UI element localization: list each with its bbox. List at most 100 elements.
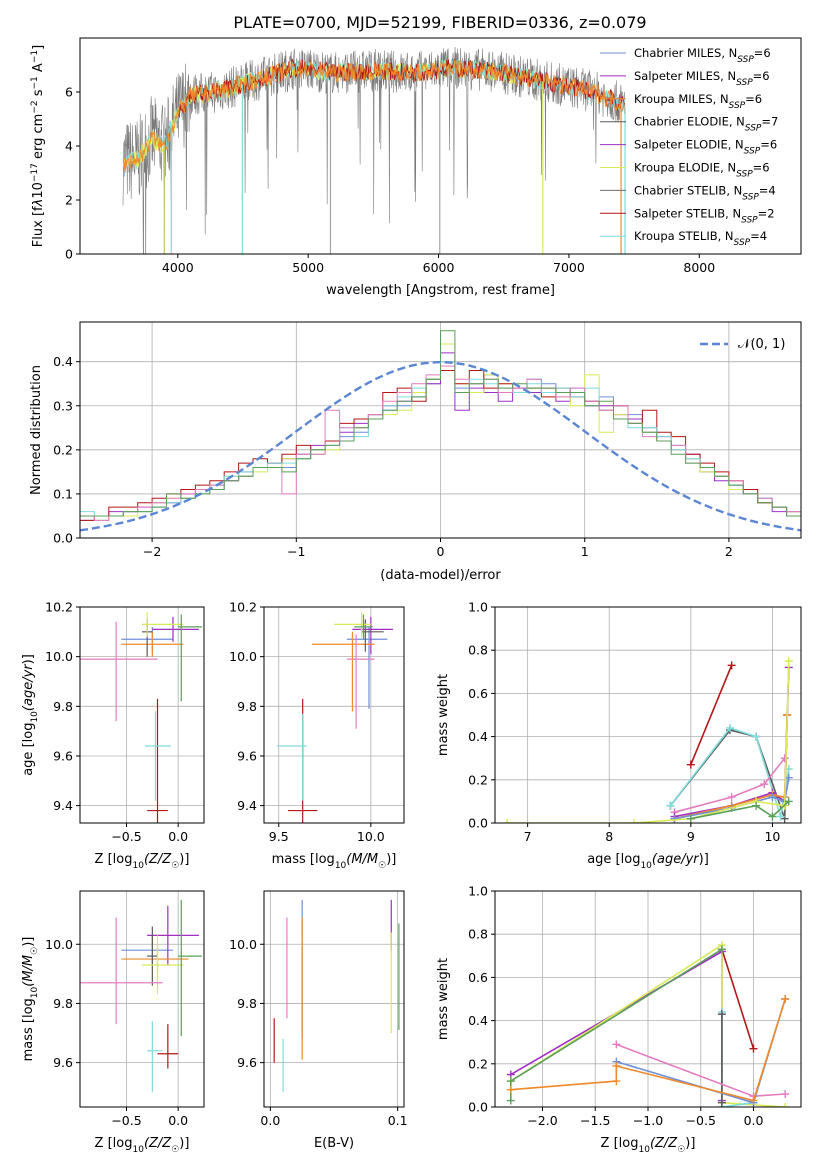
legend-label: Kroupa ELODIE, N <box>634 161 736 175</box>
y-tick-label: 0.4 <box>468 1013 488 1028</box>
x-axis-label-part: (M/M <box>346 852 378 867</box>
y-axis-label: Normed distribution <box>29 365 44 495</box>
legend-label: Chabrier MILES, N <box>634 46 737 60</box>
y-axis-label-part: ☉ <box>30 947 40 955</box>
x-axis-label: E(B-V) <box>314 1136 354 1151</box>
legend-subscript: SSP <box>745 124 762 134</box>
weight-marker <box>612 1061 621 1070</box>
y-axis-label: mass weight <box>436 674 451 756</box>
axes-frame <box>79 890 205 1108</box>
y-tick-label: 0.6 <box>468 686 488 701</box>
weight-marker <box>506 1096 515 1105</box>
x-axis-label-part: Z [ <box>601 1136 619 1151</box>
x-tick-label: 4000 <box>162 260 194 275</box>
y-tick-label: 0.4 <box>53 354 73 369</box>
y-tick-label: 9.6 <box>237 748 257 763</box>
x-tick-label: 0.0 <box>744 1113 764 1128</box>
weight-marker <box>781 995 790 1003</box>
x-axis-label-part: 10 <box>640 861 652 871</box>
legend-entry: Chabrier ELODIE, NSSP=7 <box>634 115 778 134</box>
chart-panels: 4000 5000 6000 7000 8000 0 2 4 6 wavelength [Angs… <box>21 37 802 1155</box>
plot-area <box>503 657 793 823</box>
chart-age-vs-Z: −0.5 0.09.49.69.810.010.2Z [log10(Z/Z☉)]a… <box>21 600 205 871</box>
legend-label: Chabrier ELODIE, N <box>634 115 745 129</box>
y-tick-label: 10.0 <box>229 649 257 664</box>
x-axis-label-part: Z [ <box>95 852 113 867</box>
axes-frame <box>79 321 802 539</box>
y-axis-label: mass [log10(M/M☉)] <box>21 937 40 1062</box>
error-bar-point <box>80 917 163 1025</box>
weight-marker <box>717 945 726 954</box>
weight-marker <box>784 657 793 665</box>
x-axis-label-part: log <box>619 1136 639 1151</box>
y-axis-label-part: log <box>21 998 36 1018</box>
x-axis-label-part: log <box>621 852 641 867</box>
legend-subscript: SSP <box>729 101 746 111</box>
y-axis-label-part: A <box>31 63 46 76</box>
legend-entry: Kroupa STELIB, NSSP=4 <box>634 229 767 248</box>
x-tick-label: 9.5 <box>269 829 289 844</box>
y-axis-label-part: age [ <box>21 742 36 775</box>
y-tick-label: 0.8 <box>468 643 488 658</box>
x-axis-label-part: )] <box>179 852 189 867</box>
weight-marker <box>727 661 736 670</box>
legend-label: Salpeter STELIB, N <box>634 206 741 220</box>
weight-marker <box>784 797 793 806</box>
x-axis-label: Z [log10(Z/Z☉)] <box>95 852 190 871</box>
weight-line <box>690 664 733 766</box>
legend-count: =7 <box>761 115 778 129</box>
chart-weight-vs-Z: −2.0 −1.5 −1.0 −0.5 0.0 0.0 0.2 0.4 0.6 0.8 1.0 Z [… <box>436 884 802 1155</box>
x-axis-label-part: Z [ <box>95 1136 113 1151</box>
x-axis-label: Z [log10(Z/Z☉)] <box>95 1136 190 1155</box>
legend-subscript: SSP <box>736 170 753 180</box>
y-axis-label-part: −2 <box>30 100 40 113</box>
y-tick-label: 0 <box>65 247 73 262</box>
legend-subscript: SSP <box>736 78 753 88</box>
weight-marker <box>752 801 761 810</box>
legend-label: Salpeter ELODIE, N <box>634 138 744 152</box>
y-tick-label: 1.0 <box>468 884 488 899</box>
x-tick-label: 0.0 <box>168 829 188 844</box>
weight-line <box>690 800 790 820</box>
y-tick-label: 0.2 <box>468 772 488 787</box>
weight-marker <box>666 801 675 810</box>
legend-label: Salpeter MILES, N <box>634 69 736 83</box>
y-axis-label-part: ] <box>31 45 46 50</box>
y-tick-label: 9.6 <box>237 1055 257 1070</box>
x-axis-label-part: E(B-V) <box>314 1136 354 1151</box>
y-axis-label-part: 10 <box>30 986 40 998</box>
weight-line <box>674 757 786 813</box>
x-axis-label-part: ☉ <box>378 861 386 871</box>
x-tick-label: 9 <box>687 829 695 844</box>
error-bar-point <box>178 899 202 1036</box>
x-axis-label: Z [log10(Z/Z☉)] <box>601 1136 696 1155</box>
x-axis-label: age [log10(age/yr)] <box>587 852 709 871</box>
x-axis-label: wavelength [Angstrom, rest frame] <box>326 283 555 298</box>
y-axis-label-part: )] <box>21 654 36 664</box>
y-tick-label: 0.8 <box>468 927 488 942</box>
plot-area <box>80 611 202 823</box>
chart-spectrum: 4000 5000 6000 7000 8000 0 2 4 6 wavelength [Angs… <box>30 37 802 298</box>
legend-label: Kroupa STELIB, N <box>634 229 734 243</box>
legend-entry: Salpeter ELODIE, NSSP=6 <box>634 138 777 157</box>
y-tick-label: 10.2 <box>229 600 257 615</box>
error-bar-point <box>147 1021 163 1093</box>
error-bar-point <box>346 634 375 729</box>
plot-area <box>506 941 790 1107</box>
error-bar-point <box>121 631 184 657</box>
error-bar-point <box>147 926 158 986</box>
x-axis-label-part: wavelength [Angstrom, rest frame] <box>326 283 555 298</box>
x-axis-label: mass [log10(M/M☉)] <box>272 852 397 871</box>
y-axis-label: mass weight <box>436 958 451 1040</box>
x-axis-label-part: )] <box>386 852 396 867</box>
x-tick-label: 5000 <box>292 260 324 275</box>
error-bar-point <box>352 616 393 655</box>
legend-entry: Chabrier STELIB, NSSP=4 <box>634 183 776 202</box>
y-axis-label-part: erg cm <box>31 114 46 163</box>
y-tick-label: 0.0 <box>468 1100 488 1115</box>
legend-count: =6 <box>745 92 762 106</box>
x-tick-label: −0.5 <box>686 1113 716 1128</box>
x-tick-label: 0 <box>437 544 445 559</box>
plot-area <box>276 611 393 823</box>
